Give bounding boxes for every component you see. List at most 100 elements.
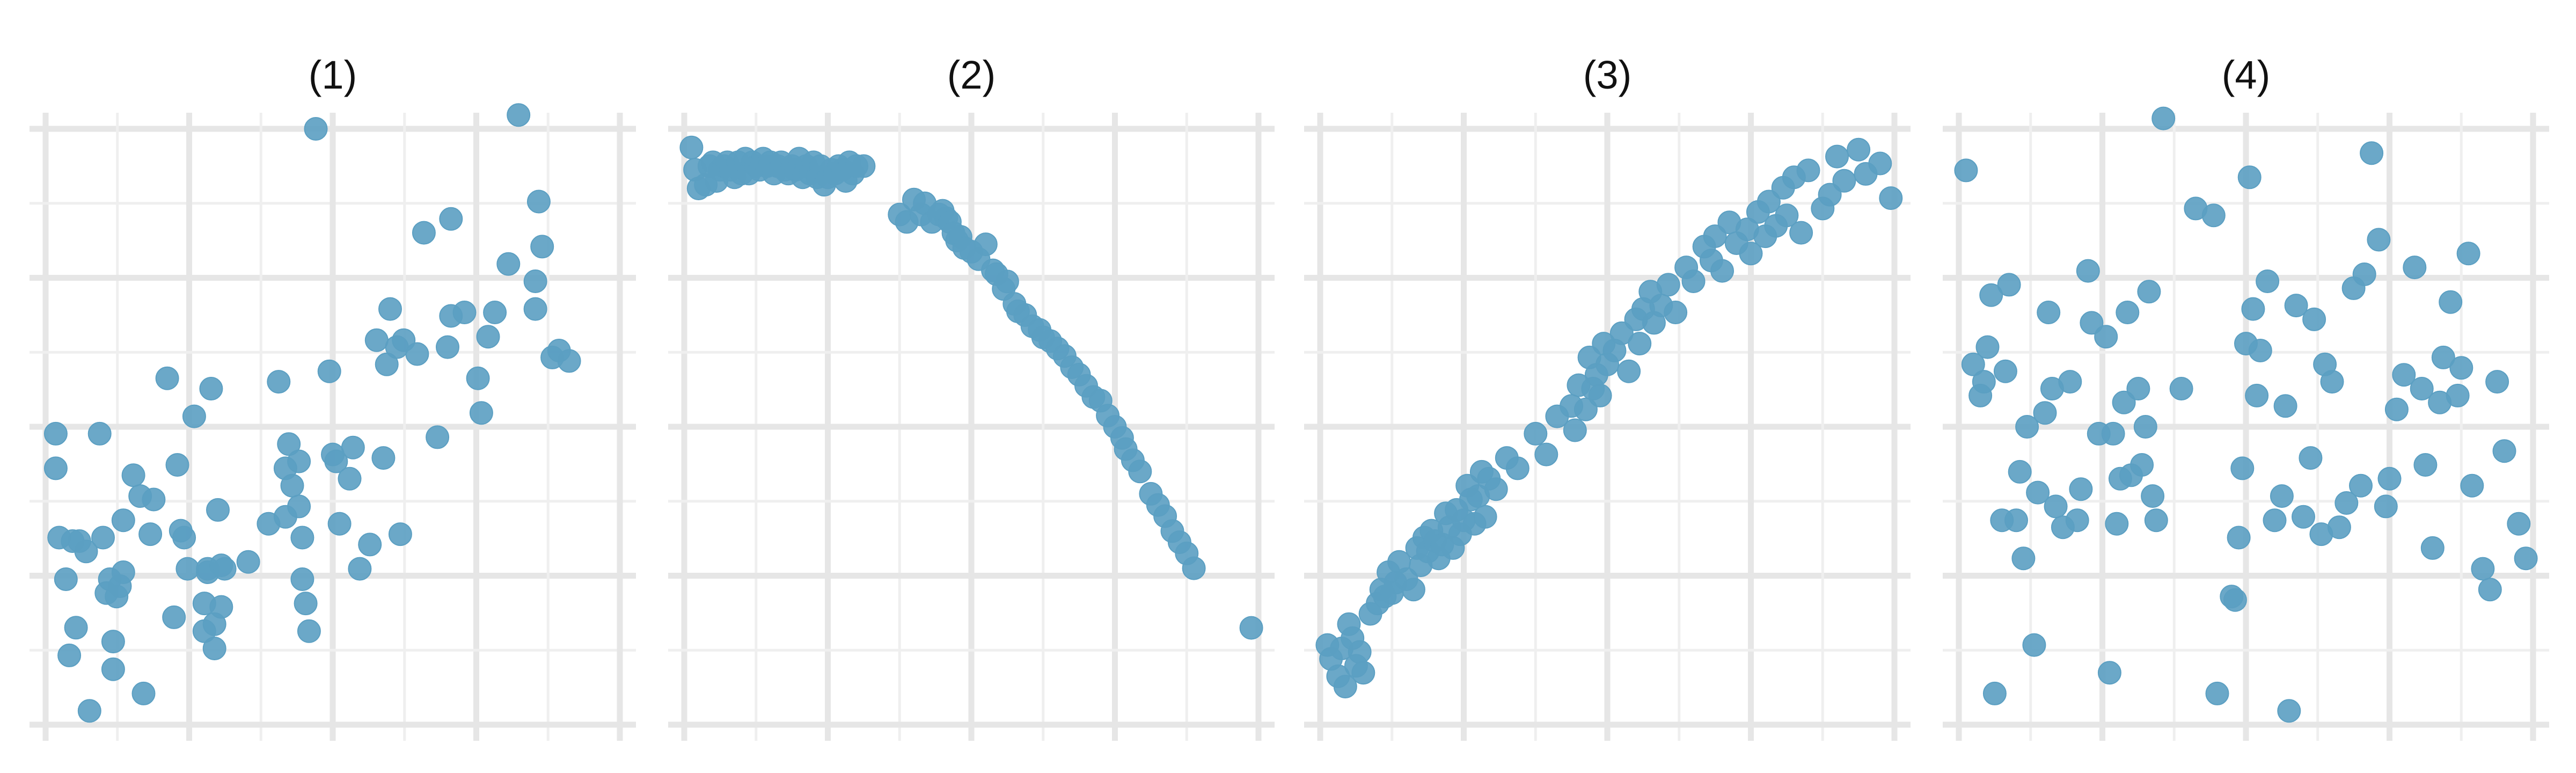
data-point <box>1975 335 2000 359</box>
data-point <box>523 297 547 321</box>
scatter-panel-4: (4) <box>1943 53 2549 741</box>
data-point <box>2392 363 2416 387</box>
data-point <box>2270 484 2294 508</box>
data-point <box>236 550 260 574</box>
data-point <box>209 595 233 619</box>
data-point <box>101 630 125 654</box>
panel-4-grid <box>1943 113 2549 741</box>
data-point <box>1333 675 1357 698</box>
data-point <box>412 221 436 245</box>
data-point <box>2439 290 2463 314</box>
data-point <box>2227 526 2251 550</box>
data-point <box>91 526 115 550</box>
data-point <box>2410 377 2434 400</box>
data-point <box>1609 321 1634 345</box>
data-point <box>172 526 196 550</box>
data-point <box>2413 453 2438 477</box>
data-point <box>2273 394 2297 418</box>
data-point <box>1239 616 1263 640</box>
data-point <box>2374 494 2398 519</box>
data-point <box>1825 144 1849 169</box>
scatter-panel-3: (3) <box>1304 53 1911 741</box>
data-point <box>2245 383 2269 407</box>
data-point <box>1563 418 1587 442</box>
data-point <box>2449 356 2473 380</box>
data-point <box>2033 401 2057 425</box>
data-point <box>2105 512 2129 536</box>
data-point <box>483 301 507 324</box>
data-point <box>2116 301 2140 324</box>
data-point <box>2205 681 2229 705</box>
panel-4-title: (4) <box>2222 53 2270 97</box>
data-point <box>364 328 389 352</box>
data-point <box>1982 681 2007 705</box>
data-point <box>1954 158 1978 183</box>
panel-4-points <box>1954 106 2538 723</box>
scatter-panel-2: (2) <box>668 53 1275 741</box>
data-point <box>530 235 554 259</box>
data-point <box>2044 494 2068 519</box>
data-point <box>974 232 998 257</box>
data-point <box>2230 456 2255 480</box>
data-point <box>2151 106 2176 130</box>
data-point <box>1656 273 1680 297</box>
data-point <box>1588 383 1612 407</box>
data-point <box>2507 512 2531 536</box>
data-point <box>1505 456 1529 480</box>
data-point <box>1473 505 1497 529</box>
data-point <box>1628 332 1652 356</box>
data-point <box>2097 661 2121 685</box>
data-point <box>121 463 145 487</box>
data-point <box>2352 262 2376 286</box>
data-point <box>338 466 362 491</box>
data-point <box>507 103 531 127</box>
data-point <box>2299 446 2323 470</box>
data-point <box>43 456 68 480</box>
data-point <box>1703 224 1727 249</box>
data-point <box>426 425 450 449</box>
data-point <box>287 449 311 473</box>
data-point <box>1979 283 2003 307</box>
data-point <box>87 421 112 446</box>
data-point <box>64 616 88 640</box>
data-point <box>1775 203 1799 228</box>
data-point <box>327 512 352 536</box>
data-point <box>1961 352 1985 376</box>
data-point <box>324 449 348 473</box>
data-point <box>1681 269 1706 293</box>
data-point <box>206 498 230 522</box>
data-point <box>2126 377 2150 400</box>
data-point <box>348 557 372 581</box>
data-point <box>436 335 459 359</box>
data-point <box>199 377 223 400</box>
data-point <box>1664 301 1688 324</box>
data-point <box>2284 294 2308 318</box>
data-point <box>2037 301 2061 324</box>
data-point <box>2327 515 2351 539</box>
data-point <box>1710 259 1734 283</box>
data-point <box>202 637 226 660</box>
data-point <box>2349 473 2373 498</box>
data-point <box>74 539 98 564</box>
data-point <box>1348 640 1372 664</box>
data-point <box>852 154 876 178</box>
data-point <box>290 567 314 591</box>
data-point <box>142 487 166 512</box>
data-point <box>2130 453 2154 477</box>
data-point <box>439 207 463 231</box>
data-point <box>43 421 68 446</box>
data-point <box>2058 370 2082 394</box>
data-point <box>2478 578 2502 602</box>
data-point <box>523 269 547 293</box>
data-point <box>317 359 341 383</box>
data-point <box>2008 460 2032 484</box>
panel-2-points <box>679 135 1263 640</box>
data-point <box>405 342 429 366</box>
data-point <box>294 592 318 616</box>
data-point <box>111 560 135 584</box>
data-point <box>2141 484 2165 508</box>
data-point <box>358 533 382 557</box>
data-point <box>2302 307 2326 331</box>
data-point <box>2248 339 2272 362</box>
